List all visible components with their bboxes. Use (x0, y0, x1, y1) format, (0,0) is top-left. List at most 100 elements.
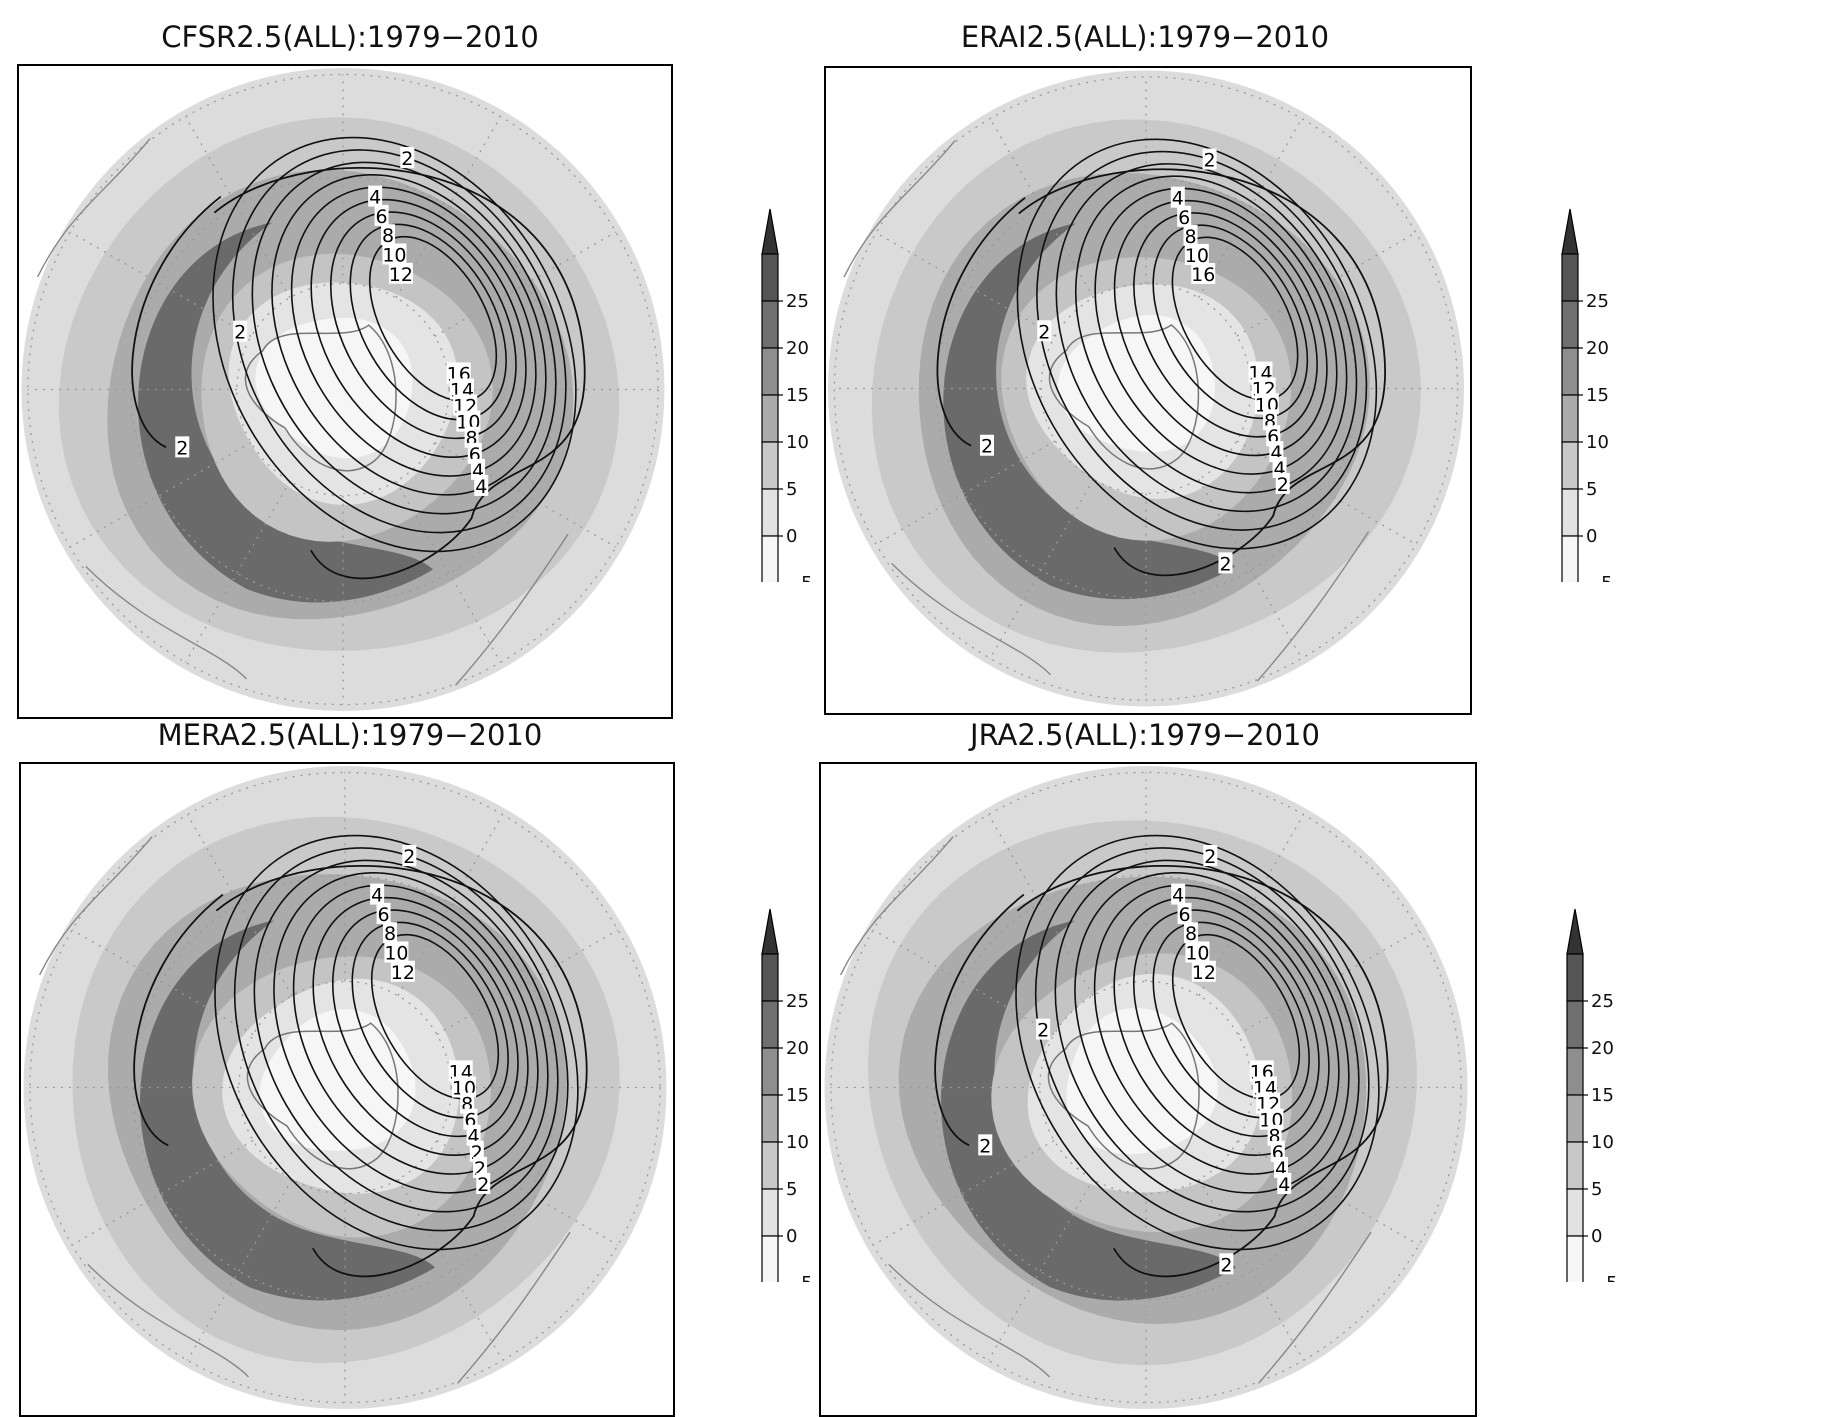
colorbar-segment (761, 1188, 779, 1237)
colorbar-arrow-top (1561, 208, 1579, 255)
contour-label: 16 (1191, 264, 1215, 286)
contour-label-bg (1248, 361, 1273, 383)
colorbar-segment (761, 1235, 779, 1282)
meridian-line (69, 231, 252, 338)
contour-label-bg (1252, 1076, 1277, 1098)
contour-label-bg (1277, 1172, 1292, 1194)
colorbar-tick-label: 20 (786, 1038, 809, 1059)
contour-label-bg (376, 902, 391, 924)
colorbar-arrow-top (761, 908, 779, 955)
contour-label: 8 (382, 225, 394, 247)
contour-label-bg (1269, 441, 1284, 463)
contour-label-bg (1037, 320, 1052, 342)
contour-label-bg (463, 1108, 478, 1130)
contour-label-bg (1183, 224, 1198, 246)
contour-line (290, 186, 537, 477)
contour-label: 10 (382, 244, 406, 266)
contour-line (351, 921, 509, 1119)
colorbar-segment (1561, 441, 1579, 490)
colorbar-tick-label: 10 (786, 432, 809, 453)
contour-label-bg (469, 1140, 484, 1162)
colorbar-tick-label: −5 (786, 573, 813, 582)
contour-line (213, 166, 586, 580)
contour-label-bg (1274, 1156, 1289, 1178)
colorbar-tick-label: 20 (1591, 1038, 1614, 1059)
contour-label: 4 (369, 187, 381, 209)
shade-band-neg5 (1057, 314, 1215, 453)
contour-label-bg (1191, 960, 1216, 982)
contour-label-bg (1185, 941, 1210, 963)
contour-line (1054, 859, 1360, 1213)
contour-label: 8 (1184, 226, 1196, 248)
contour-label-bg (1270, 1140, 1285, 1162)
contour-label: 6 (376, 206, 388, 228)
colorbar-segment (761, 535, 779, 582)
colorbar-segment (1566, 1141, 1584, 1190)
contour-line (1133, 212, 1318, 438)
contour-label-bg (388, 262, 413, 284)
colorbar-segment (761, 253, 779, 302)
map-frame: 2 4 6 8 10 12 16 14 12 10 8 6 4 4 2 2 2 (819, 762, 1477, 1417)
panel-title: MERA2.5(ALL):1979−2010 (157, 718, 543, 752)
colorbar-segment (761, 1141, 779, 1190)
contour-label: 2 (981, 436, 993, 458)
map-frame: 2 4 6 8 10 12 14 10 8 6 4 2 2 2 (19, 762, 675, 1417)
shade-band-20 (943, 223, 1236, 600)
meridian-line (1198, 814, 1305, 996)
meridian-line (1237, 1139, 1420, 1246)
contour-label-bg (382, 243, 407, 265)
coastline (85, 565, 248, 680)
coastline (1256, 531, 1370, 682)
colorbar-tick-label: −5 (1591, 1273, 1618, 1282)
contour-label-bg (402, 845, 417, 867)
coastline (1047, 1022, 1200, 1170)
shade-band-20 (941, 920, 1237, 1301)
colorbar-tick-label: 5 (1586, 479, 1597, 500)
contour-line (212, 136, 577, 553)
meridian-line (184, 116, 291, 298)
contour-label: 12 (1192, 962, 1216, 984)
contour-label-bg (1171, 883, 1186, 905)
contour-label-bg (460, 1092, 475, 1114)
contour-label-bg (368, 185, 383, 207)
contour-label: 6 (1179, 904, 1191, 926)
contour-label-bg (980, 434, 994, 456)
colorbar-segment (1566, 953, 1584, 1002)
contour-label: 12 (389, 264, 413, 286)
meridian-line (395, 116, 502, 298)
contour-label-bg (1267, 1124, 1282, 1146)
colorbar-tick-label: 0 (786, 526, 797, 547)
colorbar-segment (761, 953, 779, 1002)
contour-line (331, 909, 519, 1138)
contour-line (133, 893, 224, 1147)
contour-label-bg (1177, 205, 1192, 227)
meridian-line (186, 1179, 293, 1361)
coastline (888, 1263, 1051, 1378)
contour-label: 8 (384, 923, 396, 945)
contour-label-bg (1272, 457, 1287, 478)
colorbar-segment (1561, 394, 1579, 443)
colorbar-segment (1566, 1235, 1584, 1282)
contour-line (1152, 921, 1310, 1119)
shade-band-neg5 (259, 1009, 416, 1151)
contour-label: 12 (391, 962, 415, 984)
colorbar-tick-label: 5 (1591, 1179, 1602, 1200)
contour-line (1132, 909, 1320, 1138)
contour-label-bg (1184, 243, 1209, 265)
colorbar-segment (1561, 535, 1579, 582)
contour-line (312, 896, 529, 1156)
colorbar-segment (761, 347, 779, 396)
meridian-line (71, 929, 254, 1036)
contour-line (936, 196, 1026, 447)
meridian-line (434, 231, 617, 338)
contour-line (131, 195, 222, 449)
meridian-line (872, 1139, 1055, 1246)
contour-label: 4 (371, 885, 383, 907)
contour-label-bg (1259, 1108, 1284, 1130)
colorbar-tick-label: 15 (1586, 385, 1609, 406)
contour-label: 4 (1172, 188, 1184, 210)
contour-label-bg (1219, 1253, 1234, 1275)
coastline (244, 324, 397, 472)
